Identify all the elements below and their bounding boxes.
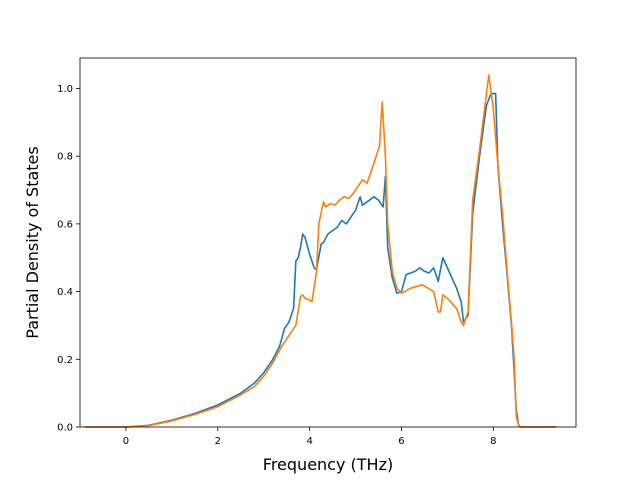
y-tick-label: 0.8: [57, 152, 73, 163]
y-tick-label: 0.4: [57, 287, 73, 298]
x-tick-label: 6: [398, 436, 404, 447]
x-tick-label: 4: [306, 436, 312, 447]
x-ticks: 0 2 4 6 8: [123, 427, 497, 447]
series-line-2: [84, 74, 557, 428]
x-axis-label: Frequency (THz): [263, 455, 393, 474]
plot-frame: [79, 57, 577, 428]
plot-area: [80, 58, 576, 427]
y-axis-label: Partial Density of States: [23, 146, 42, 338]
y-ticks: 0.0 0.2 0.4 0.6 0.8 1.0: [57, 84, 80, 434]
y-tick-label: 0.0: [57, 423, 73, 434]
series-line-1: [84, 92, 557, 428]
series-layer: [84, 74, 557, 428]
x-tick-label: 8: [490, 436, 496, 447]
y-tick-label: 0.6: [57, 219, 73, 230]
x-tick-label: 0: [123, 436, 129, 447]
y-tick-label: 1.0: [57, 84, 73, 95]
y-tick-label: 0.2: [57, 355, 73, 366]
x-tick-label: 2: [215, 436, 221, 447]
